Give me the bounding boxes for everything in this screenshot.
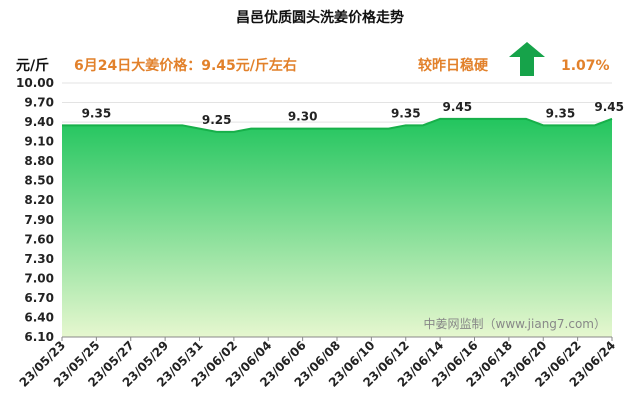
y-tick-label: 9.70 — [24, 96, 54, 110]
data-label: 9.30 — [288, 110, 318, 124]
y-tick-label: 9.40 — [24, 115, 54, 129]
y-tick-label: 9.10 — [24, 135, 54, 149]
y-tick-label: 8.80 — [24, 154, 54, 168]
y-tick-label: 6.10 — [24, 330, 54, 344]
y-tick-label: 7.60 — [24, 232, 54, 246]
x-axis-ticks: 23/05/2323/05/2523/05/2723/05/2923/05/31… — [17, 337, 618, 390]
data-label: 9.35 — [391, 106, 421, 120]
change-text: 较昨日稳硬 — [418, 57, 489, 74]
y-axis-ticks: 10.00 9.70 9.40 9.10 8.80 8.50 8.20 7.90 7.60 7.3… — [16, 76, 54, 344]
y-tick-label: 8.20 — [24, 193, 54, 207]
data-label: 9.45 — [594, 100, 624, 114]
data-label: 9.25 — [202, 113, 232, 127]
y-axis-unit: 元/斤 — [16, 57, 49, 74]
data-label: 9.35 — [546, 106, 576, 120]
y-tick-label: 7.90 — [24, 213, 54, 227]
data-label: 9.45 — [443, 100, 473, 114]
y-tick-label: 7.00 — [24, 271, 54, 285]
y-tick-label: 8.50 — [24, 174, 54, 188]
y-tick-label: 6.40 — [24, 310, 54, 324]
price-line — [62, 117, 613, 133]
y-tick-label: 6.70 — [24, 291, 54, 305]
up-arrow-icon — [509, 42, 545, 76]
chart-title: 昌邑优质圆头洗姜价格走势 — [236, 9, 404, 26]
data-labels: 9.35 9.25 9.30 9.35 9.45 9.35 9.45 — [82, 100, 624, 127]
change-percent: 1.07% — [561, 58, 610, 74]
headline-price: 6月24日大姜价格：9.45元/斤左右 — [74, 57, 297, 74]
y-tick-label: 7.30 — [24, 252, 54, 266]
y-tick-label: 10.00 — [16, 76, 54, 90]
price-area — [62, 118, 612, 337]
watermark: 中姜网监制（www.jiang7.com） — [424, 316, 606, 331]
data-label: 9.35 — [82, 106, 112, 120]
